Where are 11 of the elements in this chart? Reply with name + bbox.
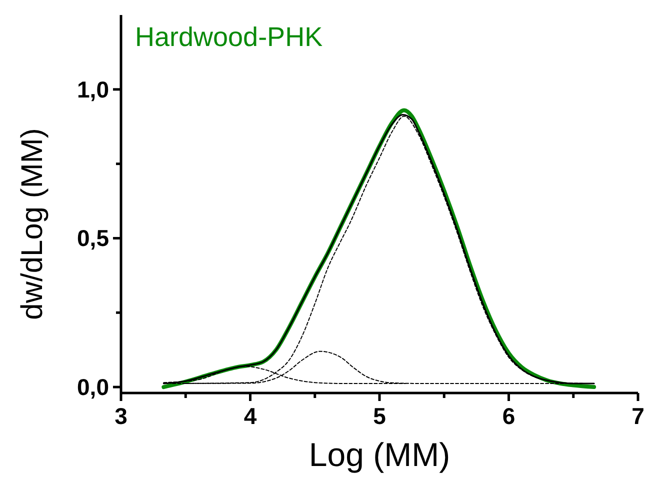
x-tick-label: 4: [244, 403, 257, 429]
x-axis-title: Log (MM): [308, 436, 450, 473]
y-tick-label: 0,0: [77, 374, 109, 400]
y-tick-label: 0,5: [77, 225, 110, 252]
x-tick-label: 3: [114, 403, 128, 429]
x-tick-label: 7: [632, 403, 644, 429]
y-tick-label: 1,0: [77, 76, 109, 102]
chart-title: Hardwood-PHK: [135, 22, 323, 52]
y-axis-title: dw/dLog (MM): [16, 128, 49, 320]
x-tick-label: 5: [373, 403, 386, 429]
x-tick-label: 6: [502, 403, 516, 429]
